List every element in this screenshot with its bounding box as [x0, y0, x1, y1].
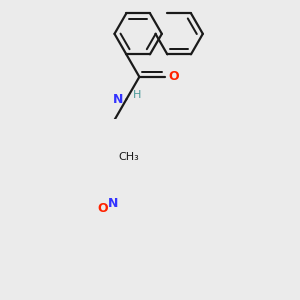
Text: CH₃: CH₃ — [119, 152, 140, 163]
Text: O: O — [98, 202, 108, 214]
Text: N: N — [112, 93, 123, 106]
Text: N: N — [108, 196, 119, 209]
Text: O: O — [168, 70, 179, 83]
Text: H: H — [133, 90, 141, 100]
